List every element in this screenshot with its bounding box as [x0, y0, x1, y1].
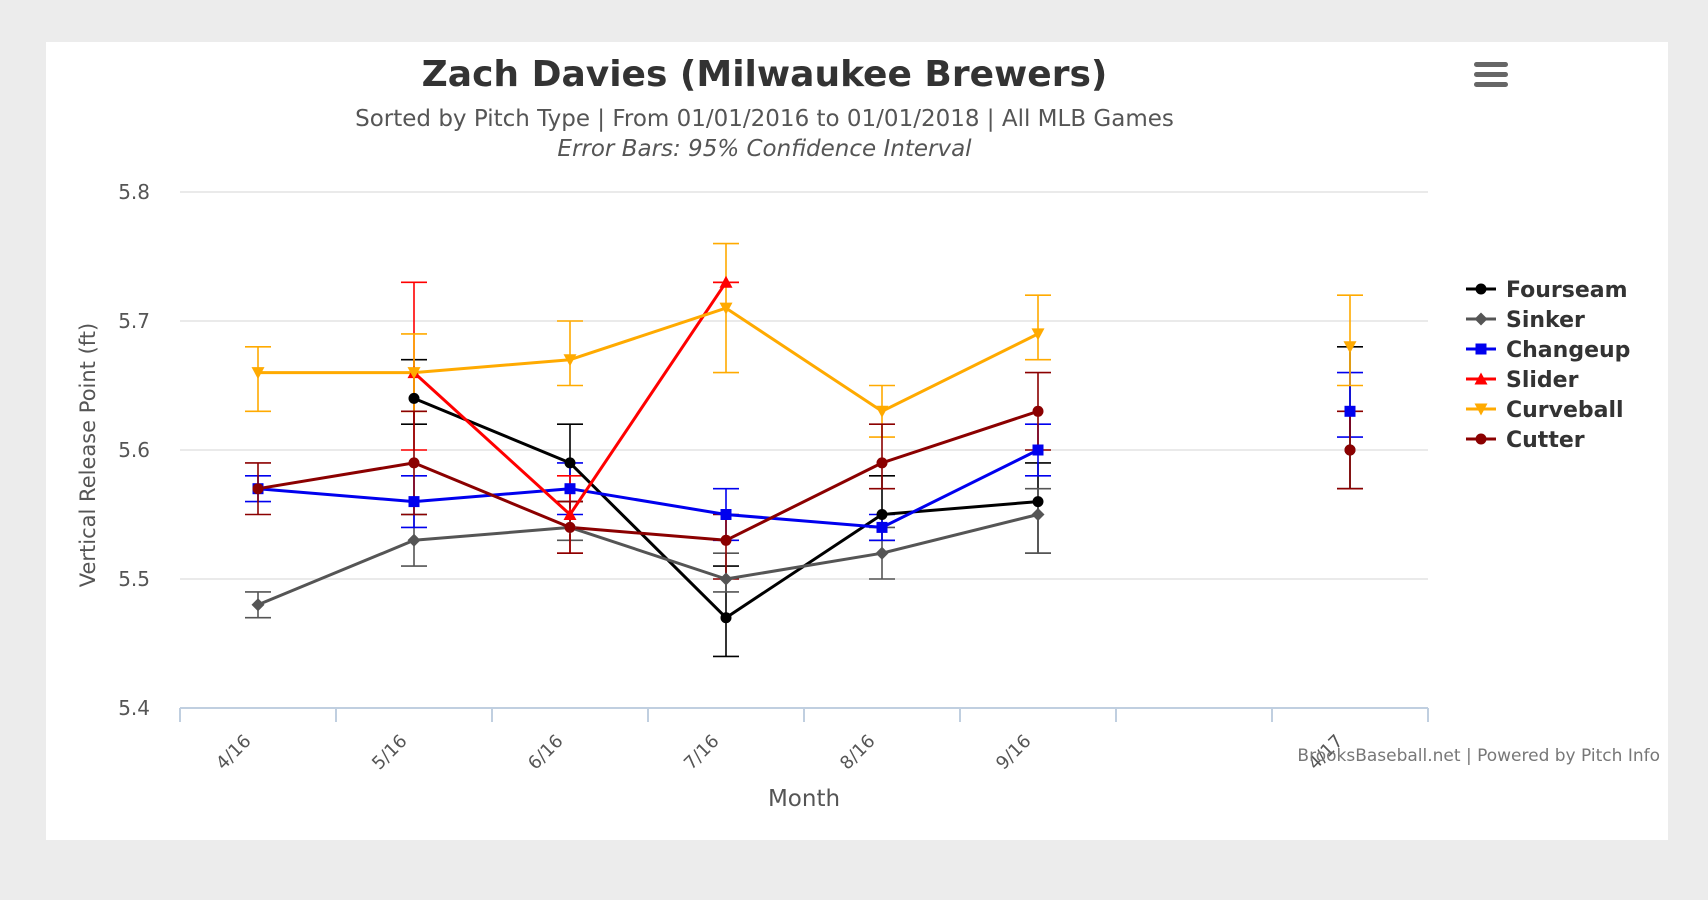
- legend-item-cutter[interactable]: Cutter: [1466, 428, 1585, 453]
- legend-marker-changeup: [1475, 343, 1487, 355]
- legend-label-changeup: Changeup: [1506, 338, 1630, 363]
- marker-fourseam: [408, 392, 420, 404]
- series-lines: [257, 281, 1039, 620]
- legend-marker-cutter: [1475, 433, 1487, 445]
- marker-changeup: [408, 496, 420, 508]
- error-bar-cutter: [869, 423, 895, 490]
- legend-label-fourseam: Fourseam: [1506, 278, 1628, 303]
- marker-cutter: [564, 521, 576, 533]
- legend-item-slider[interactable]: Slider: [1466, 368, 1579, 393]
- y-tick-label: 5.5: [118, 567, 150, 591]
- marker-curveball: [719, 302, 733, 315]
- marker-sinker: [251, 598, 265, 612]
- x-tick-label: 8/16: [836, 731, 879, 774]
- x-axis: 4/16 5/16 6/16 7/16 8/16 9/16 4/17: [179, 707, 1429, 774]
- marker-cutter: [1032, 405, 1044, 417]
- legend-item-sinker[interactable]: Sinker: [1466, 308, 1585, 333]
- marker-changeup: [564, 483, 576, 495]
- x-axis-label: Month: [768, 786, 840, 812]
- x-tick-label: 6/16: [524, 731, 567, 774]
- chart-note: Error Bars: 95% Confidence Interval: [557, 136, 972, 162]
- grid-lines: [180, 191, 1428, 709]
- marker-curveball: [1031, 328, 1045, 341]
- y-axis: 5.4 5.5 5.6 5.7 5.8: [118, 180, 150, 720]
- marker-curveball: [251, 367, 265, 380]
- error-bar-curveball: [557, 320, 583, 387]
- legend-marker-sinker: [1474, 312, 1488, 326]
- credit-text: BrooksBaseball.net | Powered by Pitch In…: [1297, 746, 1660, 766]
- series-line-cutter: [257, 409, 1039, 542]
- y-tick-label: 5.6: [118, 438, 150, 462]
- marker-fourseam: [720, 612, 732, 624]
- marker-fourseam: [1032, 496, 1044, 508]
- legend-label-cutter: Cutter: [1506, 428, 1585, 453]
- error-bar-cutter: [713, 513, 739, 580]
- marker-curveball: [875, 405, 889, 418]
- marker-slider: [563, 508, 577, 520]
- marker-sinker: [719, 572, 733, 586]
- error-bar-curveball: [1337, 294, 1363, 387]
- series-markers: [251, 275, 1357, 624]
- x-tick-label: 4/16: [212, 731, 255, 774]
- chart-subtitle: Sorted by Pitch Type | From 01/01/2016 t…: [355, 106, 1174, 132]
- legend-item-changeup[interactable]: Changeup: [1466, 338, 1630, 363]
- y-tick-label: 5.4: [118, 696, 150, 720]
- marker-cutter: [720, 534, 732, 546]
- marker-sinker: [1031, 508, 1045, 521]
- x-tick-label: 5/16: [368, 731, 411, 774]
- legend-label-curveball: Curveball: [1506, 398, 1624, 423]
- series-line-sinker: [257, 513, 1039, 607]
- marker-changeup: [876, 521, 888, 533]
- y-tick-label: 5.8: [118, 180, 150, 204]
- error-bar-curveball: [1025, 294, 1051, 361]
- marker-changeup: [1344, 405, 1356, 417]
- menu-icon[interactable]: [1474, 62, 1508, 90]
- series-line-curveball: [258, 306, 1039, 413]
- marker-cutter: [1344, 444, 1356, 456]
- y-tick-label: 5.7: [118, 309, 150, 333]
- legend-item-fourseam[interactable]: Fourseam: [1466, 278, 1628, 303]
- marker-sinker: [875, 546, 889, 560]
- marker-cutter: [408, 457, 420, 469]
- marker-cutter: [876, 457, 888, 469]
- legend-label-slider: Slider: [1506, 368, 1579, 393]
- chart-title: Zach Davies (Milwaukee Brewers): [421, 54, 1108, 95]
- marker-curveball: [407, 367, 421, 380]
- marker-curveball: [1343, 341, 1357, 354]
- marker-slider: [719, 275, 733, 288]
- marker-fourseam: [876, 509, 888, 520]
- marker-changeup: [1032, 444, 1044, 456]
- legend-marker-curveball: [1474, 403, 1488, 416]
- x-tick-label: 9/16: [992, 731, 1035, 774]
- y-axis-label: Vertical Release Point (ft): [76, 323, 100, 587]
- legend-marker-slider: [1474, 372, 1488, 385]
- legend-label-sinker: Sinker: [1506, 308, 1585, 333]
- legend-marker-fourseam: [1475, 283, 1487, 295]
- legend-item-curveball[interactable]: Curveball: [1466, 398, 1624, 423]
- marker-curveball: [563, 354, 577, 367]
- marker-fourseam: [564, 457, 576, 469]
- series-line-changeup: [257, 448, 1039, 529]
- legend: Fourseam Sinker Changeup Slider Curveball Cut…: [1466, 278, 1630, 453]
- marker-sinker: [407, 533, 421, 547]
- marker-cutter: [252, 483, 264, 495]
- x-tick-label: 7/16: [680, 731, 723, 774]
- marker-changeup: [720, 509, 732, 520]
